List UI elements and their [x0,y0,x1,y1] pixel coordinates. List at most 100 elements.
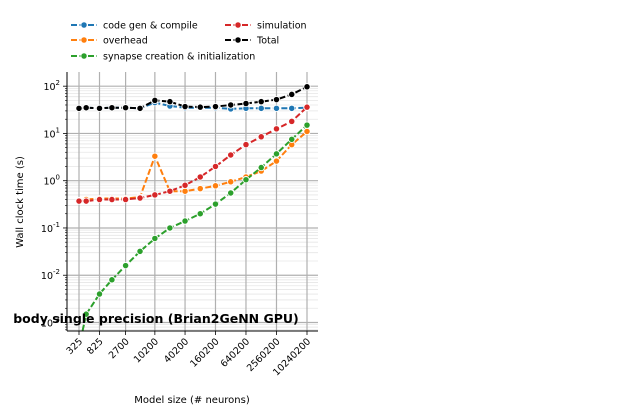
x-axis-label: Model size (# neurons) [134,395,250,406]
legend-entry-synapse-creation-initialization: synapse creation & initialization [71,52,255,63]
y-tick-label: 102 [43,79,60,93]
data-point-simulation [242,140,250,149]
legend-entry-code-gen-compile: code gen & compile [71,21,198,32]
x-tick-label: 325 [65,336,86,357]
y-tick-label: 10-1 [41,221,60,235]
data-point-simulation [288,117,296,126]
data-point-total [181,102,189,111]
data-point-simulation [272,125,281,133]
data-point-simulation [211,162,220,171]
series-total [75,83,311,112]
data-point-simulation [82,197,90,205]
legend-entry-simulation: simulation [225,21,307,32]
data-point-total [151,96,159,105]
data-point-total [121,104,130,112]
data-point-total [303,83,311,91]
data-point-synapse-creation-initialization [82,310,90,318]
data-point-simulation [227,151,235,159]
chart-title: body single precision (Brian2GeNN GPU) [13,311,299,326]
data-point-simulation [257,133,265,141]
legend-marker [80,36,88,44]
x-tick-label: 40200 [162,336,191,365]
data-point-total [257,98,265,106]
data-point-synapse-creation-initialization [303,121,311,129]
y-tick-label: 10-3 [41,315,60,329]
data-point-total [196,103,204,111]
data-point-simulation [303,103,311,111]
legend-marker [234,21,242,29]
data-point-total [136,104,144,112]
data-point-overhead [181,187,189,195]
x-tick-label: 160200 [188,336,221,369]
data-point-total [82,104,90,112]
data-point-simulation [136,194,144,202]
x-tick-label: 10200 [132,336,161,365]
legend-label: Total [256,36,279,47]
data-point-total [242,99,250,108]
y-tick-label: 101 [43,126,60,140]
y-tick-label: 10-2 [41,268,60,282]
data-point-synapse-creation-initialization [108,276,116,284]
legend-entry-total: Total [225,36,279,47]
data-point-overhead [196,184,204,193]
data-point-total [166,98,174,106]
data-point-code-gen-compile [272,104,281,112]
legend-label: overhead [103,36,148,47]
legend-label: code gen & compile [103,21,198,32]
legend-marker [80,21,88,29]
series-line-overhead [78,130,308,202]
data-point-synapse-creation-initialization [151,234,159,243]
legend-marker [234,36,242,44]
data-point-overhead [272,157,281,165]
data-point-synapse-creation-initialization [196,210,204,218]
data-point-overhead [303,127,311,136]
data-point-total [108,104,116,112]
y-tick-label: 100 [43,174,60,188]
data-point-synapse-creation-initialization [227,189,235,197]
series-group [75,83,311,331]
data-point-simulation [95,195,104,204]
legend-entry-overhead: overhead [71,36,148,47]
data-point-overhead [151,152,159,160]
data-point-synapse-creation-initialization [121,261,130,270]
series-line-total [78,85,308,110]
legend-label: synapse creation & initialization [103,52,255,63]
data-point-simulation [75,197,83,205]
data-point-code-gen-compile [288,104,296,112]
y-axis-label: Wall clock time (s) [15,156,26,248]
data-point-simulation [166,187,174,195]
data-point-simulation [181,181,189,189]
data-point-synapse-creation-initialization [257,163,265,172]
data-point-synapse-creation-initialization [211,200,220,208]
legend-marker [80,52,88,60]
data-point-simulation [108,195,116,204]
series-line-simulation [79,106,308,203]
data-point-total [95,104,104,112]
data-point-code-gen-compile [257,104,265,112]
series-synapse-creation-initialization [81,121,311,331]
legend-label: simulation [257,21,307,32]
data-point-total [288,90,296,99]
data-point-synapse-creation-initialization [95,290,104,298]
data-point-overhead [227,178,235,186]
data-point-total [272,95,281,104]
data-point-total [75,104,83,112]
data-point-simulation [121,195,130,204]
series-simulation [75,103,311,205]
series-overhead [75,127,311,205]
legend: code gen & compile overhead synapse creati… [71,21,307,63]
x-tick-label: 2700 [107,336,132,361]
data-point-simulation [151,191,159,199]
data-point-total [211,102,220,111]
data-point-synapse-creation-initialization [272,150,281,158]
data-point-synapse-creation-initialization [288,135,296,143]
grid [67,72,318,331]
data-point-synapse-creation-initialization [136,247,144,256]
x-tick-label: 825 [85,336,106,357]
data-point-simulation [196,173,204,181]
data-point-total [227,101,235,109]
data-point-synapse-creation-initialization [242,176,250,184]
data-point-synapse-creation-initialization [166,224,174,232]
data-point-synapse-creation-initialization [181,217,189,225]
